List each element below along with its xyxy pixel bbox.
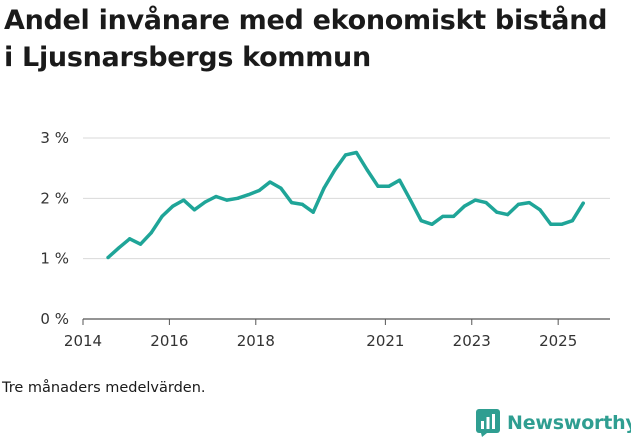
line-chart: 0 % 1 % 2 % 3 % 2014 2016 2018 2021 2023 2025 bbox=[40, 129, 610, 350]
data-point[interactable] bbox=[279, 186, 283, 190]
data-point[interactable] bbox=[527, 200, 531, 205]
data-point[interactable] bbox=[138, 242, 143, 246]
data-point[interactable] bbox=[311, 210, 315, 214]
data-point[interactable] bbox=[192, 208, 197, 212]
data-point[interactable] bbox=[473, 198, 477, 202]
data-point[interactable] bbox=[570, 219, 575, 223]
y-tick-label: 0 % bbox=[40, 310, 69, 328]
y-axis: 0 % 1 % 2 % 3 % bbox=[40, 129, 69, 328]
x-tick-label: 2025 bbox=[539, 332, 577, 350]
data-point[interactable] bbox=[257, 188, 261, 193]
data-point[interactable] bbox=[268, 180, 272, 184]
x-tick-label: 2023 bbox=[453, 332, 491, 350]
data-point[interactable] bbox=[344, 153, 348, 157]
data-point[interactable] bbox=[182, 198, 186, 202]
series-line bbox=[106, 150, 585, 260]
data-point[interactable] bbox=[236, 196, 240, 200]
data-point[interactable] bbox=[462, 204, 467, 208]
data-point[interactable] bbox=[484, 200, 488, 205]
data-point[interactable] bbox=[452, 214, 456, 219]
data-point[interactable] bbox=[365, 168, 369, 172]
data-point[interactable] bbox=[387, 184, 391, 188]
y-tick-label: 1 % bbox=[40, 250, 69, 268]
data-point[interactable] bbox=[128, 237, 132, 241]
data-point[interactable] bbox=[408, 198, 413, 202]
footnote: Tre månaders medelvärden. bbox=[2, 380, 206, 396]
data-point[interactable] bbox=[419, 219, 423, 223]
data-point[interactable] bbox=[495, 210, 499, 214]
data-point[interactable] bbox=[160, 214, 164, 219]
data-point[interactable] bbox=[300, 202, 305, 206]
data-point[interactable] bbox=[171, 204, 175, 208]
data-point[interactable] bbox=[560, 222, 564, 226]
y-tick-label: 2 % bbox=[40, 189, 69, 207]
data-point[interactable] bbox=[430, 222, 434, 226]
data-point[interactable] bbox=[149, 231, 153, 235]
data-point[interactable] bbox=[441, 214, 445, 219]
data-point[interactable] bbox=[203, 200, 207, 204]
brand-name: Newsworthy bbox=[507, 412, 631, 434]
brand-logo[interactable]: Newsworthy bbox=[476, 409, 631, 437]
data-point[interactable] bbox=[538, 208, 542, 212]
data-point[interactable] bbox=[376, 184, 380, 188]
newsworthy-logo-icon bbox=[476, 409, 500, 437]
data-point[interactable] bbox=[398, 178, 402, 182]
x-tick-label: 2018 bbox=[237, 332, 275, 350]
data-point[interactable] bbox=[225, 198, 229, 202]
data-point[interactable] bbox=[506, 213, 510, 217]
x-axis: 2014 2016 2018 2021 2023 2025 bbox=[64, 319, 577, 350]
data-point[interactable] bbox=[581, 201, 585, 205]
data-point[interactable] bbox=[322, 186, 326, 190]
data-point[interactable] bbox=[246, 193, 251, 197]
y-tick-label: 3 % bbox=[40, 129, 69, 147]
data-point[interactable] bbox=[117, 246, 121, 250]
data-point[interactable] bbox=[290, 200, 294, 205]
series-group bbox=[106, 150, 585, 260]
gridlines bbox=[83, 137, 610, 320]
x-tick-label: 2016 bbox=[150, 332, 188, 350]
x-tick-label: 2014 bbox=[64, 332, 102, 350]
chart-title: Andel invånare med ekonomiskt bistånd i … bbox=[4, 5, 608, 73]
data-point[interactable] bbox=[516, 202, 521, 206]
data-point[interactable] bbox=[333, 168, 337, 172]
data-point[interactable] bbox=[549, 222, 553, 226]
data-point[interactable] bbox=[214, 194, 218, 199]
x-tick-label: 2021 bbox=[366, 332, 404, 350]
data-point[interactable] bbox=[354, 150, 359, 155]
data-point[interactable] bbox=[106, 255, 110, 260]
